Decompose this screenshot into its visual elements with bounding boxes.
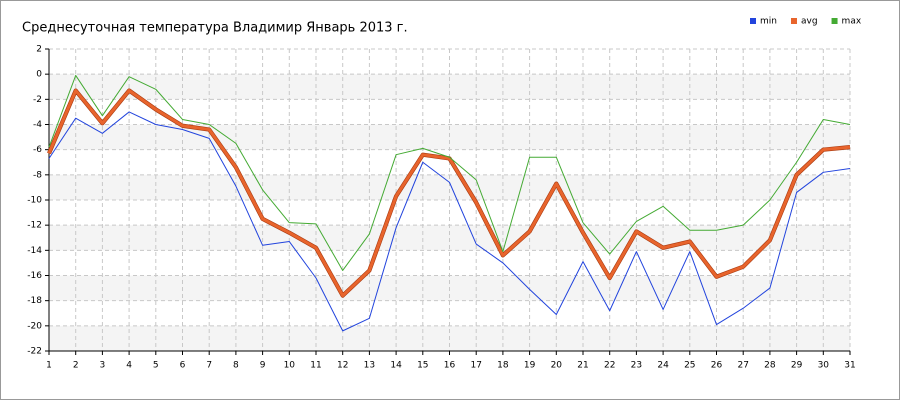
legend-label: min (760, 17, 777, 27)
x-tick-label: 28 (764, 361, 776, 371)
x-tick-label: 5 (153, 361, 159, 371)
x-tick-label: 15 (417, 361, 428, 371)
x-tick-label: 23 (631, 361, 642, 371)
y-tick-label: -20 (27, 321, 42, 331)
x-tick-label: 18 (497, 361, 509, 371)
x-tick-label: 22 (604, 361, 615, 371)
legend-swatch (790, 18, 797, 24)
y-tick-label: 2 (36, 45, 42, 55)
y-tick-label: -10 (27, 196, 42, 206)
x-tick-label: 2 (73, 361, 79, 371)
y-tick-label: -6 (33, 145, 42, 155)
y-tick-label: -12 (27, 221, 42, 231)
chart-title: Среднесуточная температура Владимир Янва… (22, 21, 408, 36)
legend-label: max (842, 17, 862, 27)
x-tick-label: 24 (657, 361, 669, 371)
x-tick-label: 10 (284, 361, 296, 371)
x-tick-label: 19 (524, 361, 536, 371)
x-tick-label: 27 (737, 361, 748, 371)
x-tick-label: 20 (551, 361, 563, 371)
legend-swatch (831, 18, 838, 24)
legend-label: avg (801, 17, 818, 27)
x-tick-label: 6 (180, 361, 186, 371)
x-tick-label: 21 (577, 361, 588, 371)
x-tick-label: 1 (46, 361, 52, 371)
x-tick-label: 31 (844, 361, 855, 371)
x-tick-label: 12 (337, 361, 348, 371)
x-tick-label: 11 (310, 361, 321, 371)
y-tick-label: -8 (33, 170, 42, 180)
y-tick-label: -18 (27, 296, 42, 306)
y-tick-label: -22 (27, 347, 42, 357)
x-tick-label: 4 (126, 361, 132, 371)
x-tick-label: 13 (364, 361, 375, 371)
x-tick-label: 7 (206, 361, 212, 371)
x-tick-label: 14 (390, 361, 402, 371)
legend-swatch (750, 18, 756, 24)
x-tick-label: 30 (818, 361, 830, 371)
series-line (47, 89, 851, 298)
x-tick-label: 26 (711, 361, 723, 371)
y-tick-label: -4 (33, 120, 42, 130)
y-tick-label: 0 (36, 70, 42, 80)
x-tick-label: 29 (791, 361, 803, 371)
x-tick-label: 25 (684, 361, 695, 371)
band (49, 174, 850, 200)
y-tick-label: -14 (27, 246, 42, 256)
x-tick-label: 16 (444, 361, 456, 371)
y-tick-label: -2 (33, 95, 42, 105)
series-line (48, 74, 851, 271)
x-tick-label: 9 (260, 361, 266, 371)
x-tick-label: 17 (470, 361, 481, 371)
x-tick-label: 8 (233, 361, 239, 371)
series-line (48, 111, 851, 332)
x-tick-label: 3 (100, 361, 106, 371)
y-tick-label: -16 (27, 271, 42, 281)
